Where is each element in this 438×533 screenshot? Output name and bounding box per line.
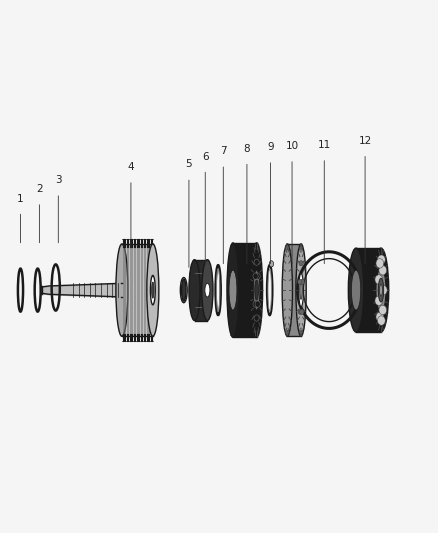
Circle shape [254, 259, 259, 265]
Circle shape [378, 255, 385, 264]
Circle shape [255, 301, 260, 307]
Text: 9: 9 [267, 142, 274, 152]
Ellipse shape [376, 268, 386, 312]
Text: 5: 5 [186, 159, 192, 169]
Ellipse shape [147, 244, 159, 336]
Text: 12: 12 [358, 136, 372, 146]
Polygon shape [356, 248, 381, 332]
Ellipse shape [253, 270, 260, 310]
Ellipse shape [251, 243, 263, 337]
Circle shape [255, 273, 260, 279]
Ellipse shape [282, 244, 293, 336]
Ellipse shape [202, 260, 213, 320]
Ellipse shape [116, 244, 128, 336]
Circle shape [253, 301, 258, 307]
Circle shape [375, 275, 383, 284]
Circle shape [378, 316, 385, 325]
Circle shape [376, 259, 384, 268]
Ellipse shape [152, 282, 154, 298]
Ellipse shape [299, 273, 304, 307]
Polygon shape [287, 244, 301, 336]
Circle shape [300, 309, 304, 314]
Ellipse shape [351, 270, 361, 310]
Circle shape [253, 273, 258, 279]
Text: 6: 6 [202, 151, 208, 161]
Ellipse shape [378, 278, 384, 302]
Circle shape [299, 261, 303, 266]
Polygon shape [233, 243, 257, 337]
Ellipse shape [150, 276, 155, 305]
Text: 7: 7 [220, 147, 226, 156]
Ellipse shape [300, 281, 302, 300]
Text: 3: 3 [55, 175, 62, 185]
Text: 1: 1 [17, 193, 24, 204]
Ellipse shape [227, 243, 239, 337]
Ellipse shape [296, 244, 306, 336]
Text: 10: 10 [286, 141, 299, 151]
Circle shape [379, 265, 387, 275]
Circle shape [375, 296, 383, 305]
Circle shape [254, 315, 259, 321]
Ellipse shape [380, 284, 382, 296]
Circle shape [379, 305, 387, 314]
Circle shape [298, 309, 303, 314]
Text: 8: 8 [244, 144, 250, 154]
Circle shape [376, 312, 384, 321]
Ellipse shape [189, 260, 200, 320]
Polygon shape [122, 244, 153, 336]
Text: 11: 11 [318, 140, 331, 150]
Ellipse shape [348, 248, 364, 332]
Circle shape [298, 279, 302, 285]
Text: 2: 2 [36, 184, 43, 194]
Circle shape [379, 285, 387, 295]
Ellipse shape [373, 248, 389, 332]
Ellipse shape [255, 280, 258, 300]
Ellipse shape [269, 261, 274, 267]
Circle shape [300, 279, 304, 285]
Polygon shape [194, 260, 208, 320]
Text: 4: 4 [127, 162, 134, 172]
Ellipse shape [182, 279, 186, 301]
Ellipse shape [205, 283, 210, 297]
Ellipse shape [229, 270, 237, 310]
